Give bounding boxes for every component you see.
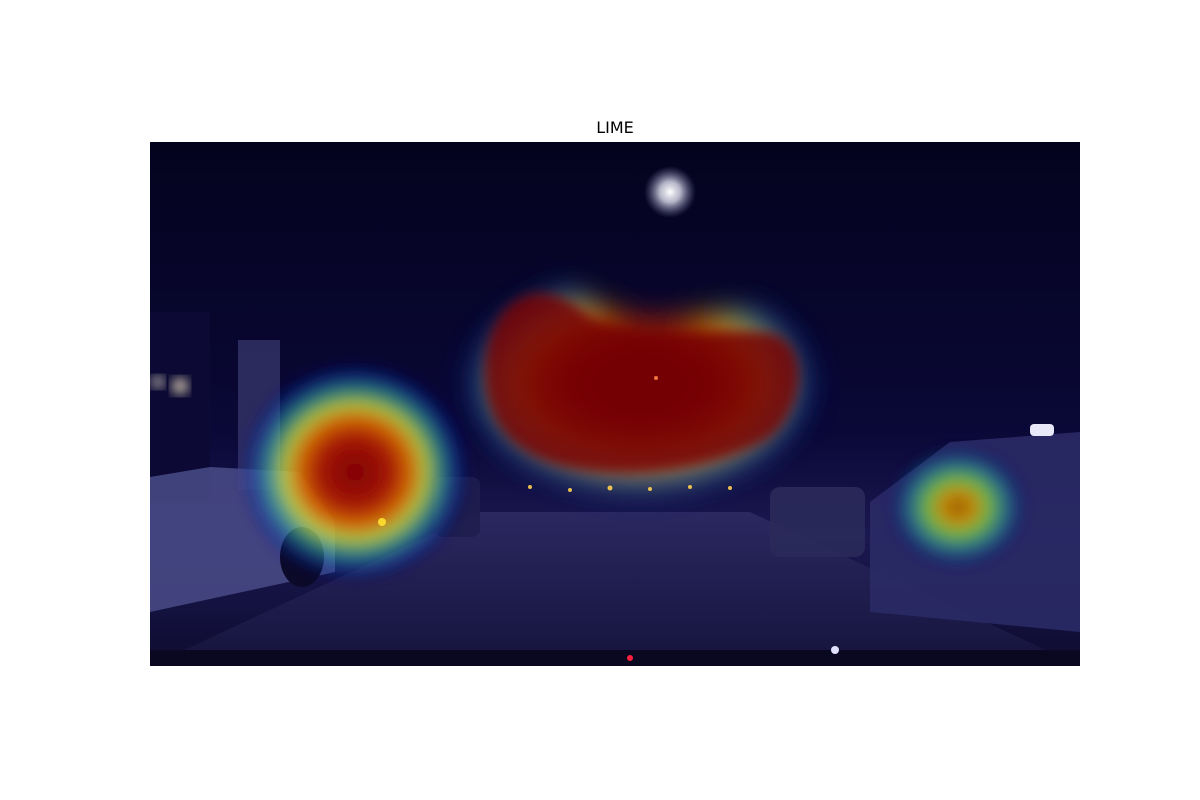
- heatmap-panel: [150, 142, 1080, 666]
- lime-heatmap-image: [150, 142, 1080, 666]
- figure-title: LIME: [596, 118, 634, 137]
